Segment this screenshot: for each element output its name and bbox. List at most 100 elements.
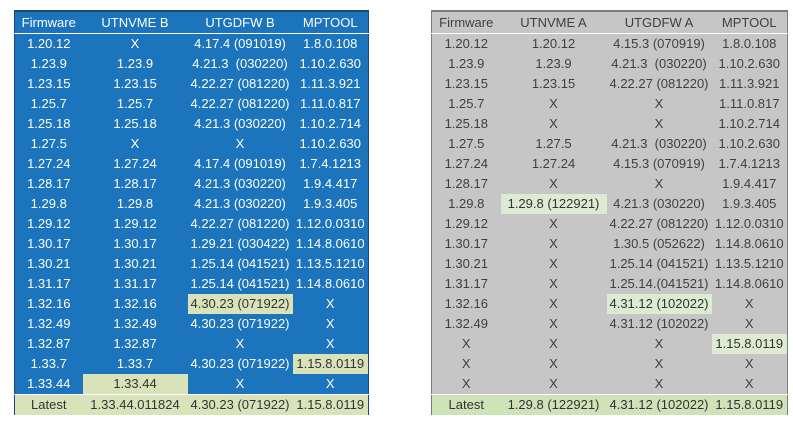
cell: 1.12.0.0310	[714, 216, 784, 231]
cell: X	[549, 296, 558, 311]
table-row: 1.28.17 1.28.17 4.21.3 (030220) 1.9.4.417	[15, 174, 369, 194]
cell: 4.22.27 (081220)	[190, 96, 290, 111]
column-header: Firmware	[431, 11, 501, 34]
cell: X	[325, 316, 335, 331]
cell: X	[235, 136, 245, 151]
column-header: UTNVME B	[82, 11, 188, 34]
cell: X	[549, 376, 558, 391]
cell: X	[654, 116, 664, 131]
cell: 1.29.8	[116, 196, 154, 211]
table-row: 1.20.12 X 4.17.4 (091019) 1.8.0.108	[15, 34, 369, 55]
cell: 4.21.3 (030220)	[611, 136, 707, 151]
cell: 1.30.5 (052622)	[613, 236, 705, 251]
cell: 1.11.3.921	[719, 76, 780, 91]
cell: 1.32.16	[27, 296, 71, 311]
cell: 1.30.21	[444, 256, 488, 271]
cell: X	[461, 356, 471, 371]
cell: 1.25.18	[113, 116, 157, 131]
header-row: Firmware UTNVME B UTGDFW B MPTOOL	[14, 11, 369, 34]
column-header: UTGDFW A	[606, 11, 712, 34]
cell: X	[461, 336, 471, 351]
cell: 1.31.17	[27, 276, 71, 291]
cell: 1.30.21	[27, 256, 71, 271]
table-row: 1.32.87 1.32.87 X X	[15, 334, 369, 354]
cell: 1.20.12	[27, 36, 71, 51]
cell: 4.21.3 (030220)	[194, 196, 286, 211]
cell: 1.25.14 (041521)	[609, 256, 709, 271]
cell: 1.30.21	[113, 256, 157, 271]
cell: X	[549, 236, 558, 251]
table-row: 1.31.17 1.31.17 1.25.14 (041521) 1.14.8.061…	[15, 274, 369, 294]
table-row: 1.32.16 X 4.31.12 (102022) X	[432, 294, 788, 314]
cell: 1.23.9	[30, 56, 67, 71]
cell: 1.23.9	[116, 56, 154, 71]
table-row: X X X 1.15.8.0119	[432, 334, 788, 354]
cell: 1.23.15	[531, 76, 576, 91]
cell: 1.10.2.630	[718, 136, 780, 151]
table-row: 1.20.12 1.20.12 4.15.3 (070919) 1.8.0.108	[432, 34, 788, 55]
cell: 1.27.5	[30, 136, 67, 151]
cell: 1.32.49	[113, 316, 157, 331]
cell: 1.32.87	[27, 336, 71, 351]
cell: 1.23.15	[444, 76, 488, 91]
table-row: 1.29.12 X 4.22.27 (081220) 1.12.0.0310	[432, 214, 788, 234]
table-row: 1.23.9 1.23.9 4.21.3 (030220) 1.10.2.630	[15, 54, 369, 74]
cell: X	[654, 356, 664, 371]
table-row: 1.32.16 1.32.16 4.30.23 (071922) X	[15, 294, 369, 314]
column-header: UTNVME A	[500, 11, 607, 34]
cell: 4.15.3 (070919)	[613, 36, 705, 51]
table-row: 1.23.15 1.23.15 4.22.27 (081220) 1.11.3.921	[432, 74, 788, 94]
cell: 1.10.2.630	[718, 56, 780, 71]
cell: 1.23.9	[448, 56, 485, 71]
column-header: MPTOOL	[292, 11, 369, 34]
cell: 1.14.8.0610	[295, 276, 365, 291]
cell: 1.25.18	[27, 116, 71, 131]
cell: X	[549, 316, 558, 331]
cell: 1.30.17	[113, 236, 157, 251]
cell: 1.7.4.1213	[718, 156, 780, 171]
cell: 1.29.12	[27, 216, 71, 231]
cell: 1.33.44	[82, 374, 188, 395]
latest-cell: 4.31.12 (102022)	[606, 394, 712, 415]
cell: X	[549, 116, 558, 131]
cell: X	[654, 376, 664, 391]
cell: X	[654, 96, 664, 111]
cell: X	[235, 376, 245, 391]
cell: 1.29.8	[30, 196, 67, 211]
table-row: 1.30.17 X 1.30.5 (052622) 1.14.8.0610	[432, 234, 788, 254]
cell: 1.13.5.1210	[295, 256, 365, 271]
cell: 1.27.24	[113, 156, 157, 171]
cell: 1.11.0.817	[300, 96, 361, 111]
cell: 1.23.15	[113, 76, 157, 91]
cell: 1.14.8.0610	[714, 276, 784, 291]
header-row: Firmware UTNVME A UTGDFW A MPTOOL	[431, 11, 788, 34]
cell: X	[549, 356, 558, 371]
latest-cell: 1.29.8 (122921)	[500, 394, 607, 415]
cell: X	[235, 336, 245, 351]
latest-cell: 4.30.23 (071922)	[187, 394, 293, 415]
table-row: 1.25.18 1.25.18 4.21.3 (030220) 1.10.2.714	[15, 114, 369, 134]
cell: 4.17.4 (091019)	[194, 36, 286, 51]
cell: 1.27.24	[531, 156, 576, 171]
cell: X	[325, 336, 335, 351]
cell: X	[744, 376, 754, 391]
cell: 4.22.27 (081220)	[609, 216, 709, 231]
cell: 1.23.15	[27, 76, 71, 91]
cell: 4.30.23 (071922)	[187, 294, 293, 314]
cell: 1.33.7	[30, 356, 67, 371]
cell: X	[654, 176, 664, 191]
cell: 1.10.2.630	[299, 56, 361, 71]
table-row: 1.27.5 X X 1.10.2.630	[15, 134, 369, 154]
cell: 1.32.49	[27, 316, 71, 331]
cell: 4.22.27 (081220)	[190, 216, 290, 231]
cell: 4.31.12 (102022)	[606, 294, 712, 314]
cell: 1.9.3.405	[303, 196, 358, 211]
cell: 1.27.5	[448, 136, 485, 151]
cell: 1.27.5	[535, 136, 572, 151]
cell: X	[744, 356, 754, 371]
cell: 1.25.7	[448, 96, 485, 111]
latest-cell: 1.33.44.011824	[82, 394, 188, 415]
cell: 4.22.27 (081220)	[190, 76, 290, 91]
cell: X	[549, 276, 558, 291]
cell: X	[325, 296, 335, 311]
